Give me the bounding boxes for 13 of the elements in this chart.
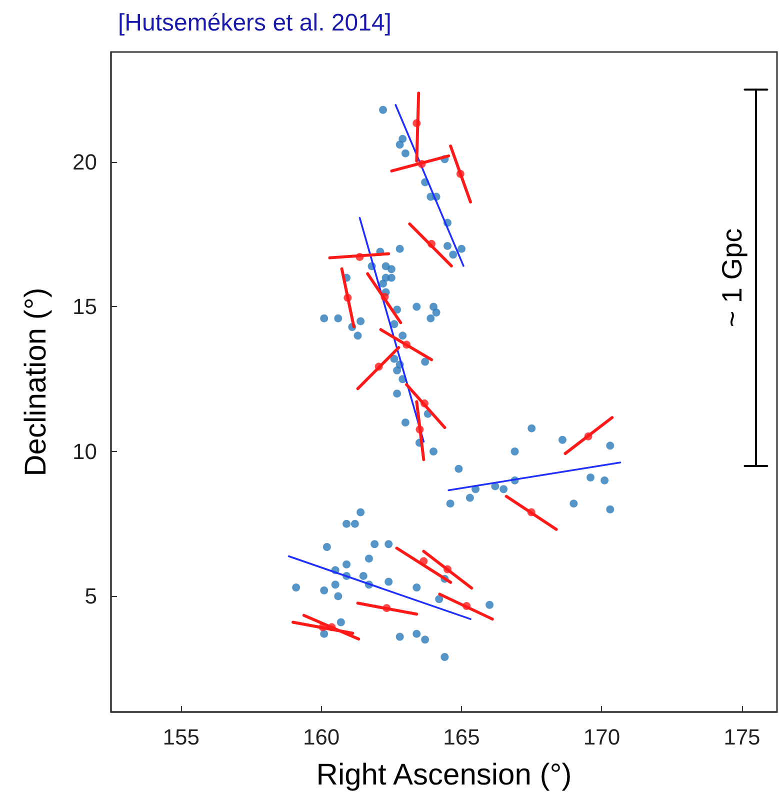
y-tick-label: 15	[72, 294, 97, 320]
x-tick-label: 155	[162, 724, 200, 750]
chart-title: [Hutsemékers et al. 2014]	[118, 10, 392, 36]
y-tick-label: 5	[84, 584, 97, 609]
x-tick-label: 160	[302, 724, 340, 750]
x-tick-label: 170	[583, 724, 620, 750]
x-axis-title: Right Ascension (°)	[316, 758, 572, 792]
x-tick-label: 165	[443, 724, 480, 750]
x-tick-label: 175	[724, 724, 760, 750]
y-tick-label: 20	[72, 150, 97, 174]
y-axis-title: Declination (°)	[20, 288, 52, 476]
y-tick-label: 10	[72, 438, 97, 464]
annotation: ~ 1 Gpc	[716, 228, 748, 328]
